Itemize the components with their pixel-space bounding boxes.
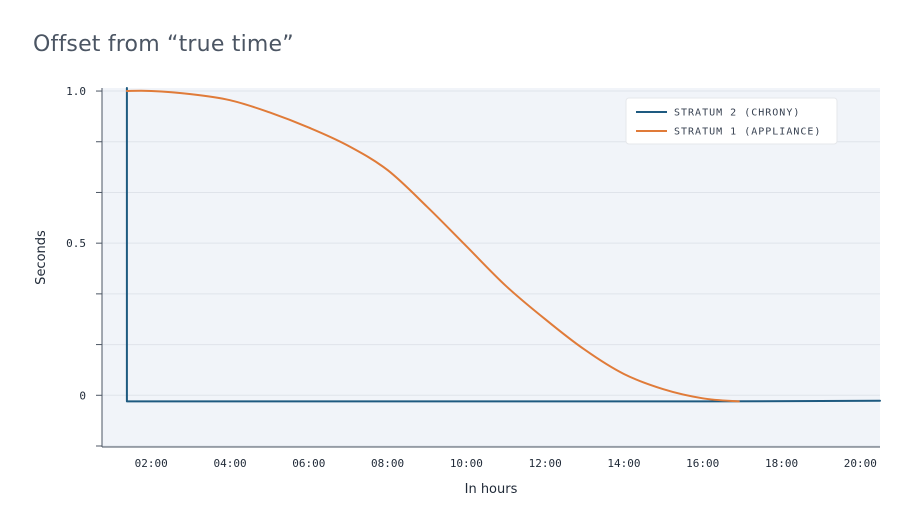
x-axis-ticks: 02:00 04:00 06:00 08:00 10:00 12:00 14:00 16:00… — [135, 457, 877, 470]
x-tick-label: 08:00 — [371, 457, 404, 470]
grid-lines — [96, 90, 880, 447]
chart-title: Offset from “true time” — [33, 32, 294, 57]
y-axis-label: Seconds — [34, 230, 49, 285]
series-line-stratum-2 — [125, 87, 881, 403]
x-tick-label: 10:00 — [450, 457, 483, 470]
plot-background — [102, 88, 880, 447]
y-tick-label: 1.0 — [66, 85, 86, 98]
series-line-stratum-1 — [125, 89, 740, 403]
y-axis-ticks: 1.0 0.5 0 — [66, 85, 86, 402]
x-tick-label: 16:00 — [686, 457, 719, 470]
x-tick-label: 02:00 — [135, 457, 168, 470]
axes — [101, 88, 880, 448]
series-lines — [125, 87, 881, 403]
x-tick-label: 14:00 — [607, 457, 640, 470]
legend: STRATUM 2 (CHRONY) STRATUM 1 (APPLIANCE) — [625, 97, 838, 145]
legend-label: STRATUM 2 (CHRONY) — [674, 108, 800, 119]
x-tick-label: 04:00 — [213, 457, 246, 470]
legend-box — [625, 97, 838, 145]
y-tick-label: 0 — [79, 389, 86, 402]
x-tick-label: 06:00 — [292, 457, 325, 470]
x-tick-label: 18:00 — [765, 457, 798, 470]
x-tick-label: 12:00 — [529, 457, 562, 470]
x-tick-label: 20:00 — [844, 457, 877, 470]
x-axis-label: In hours — [465, 482, 518, 497]
y-tick-label: 0.5 — [66, 237, 86, 250]
legend-label: STRATUM 1 (APPLIANCE) — [674, 127, 821, 138]
